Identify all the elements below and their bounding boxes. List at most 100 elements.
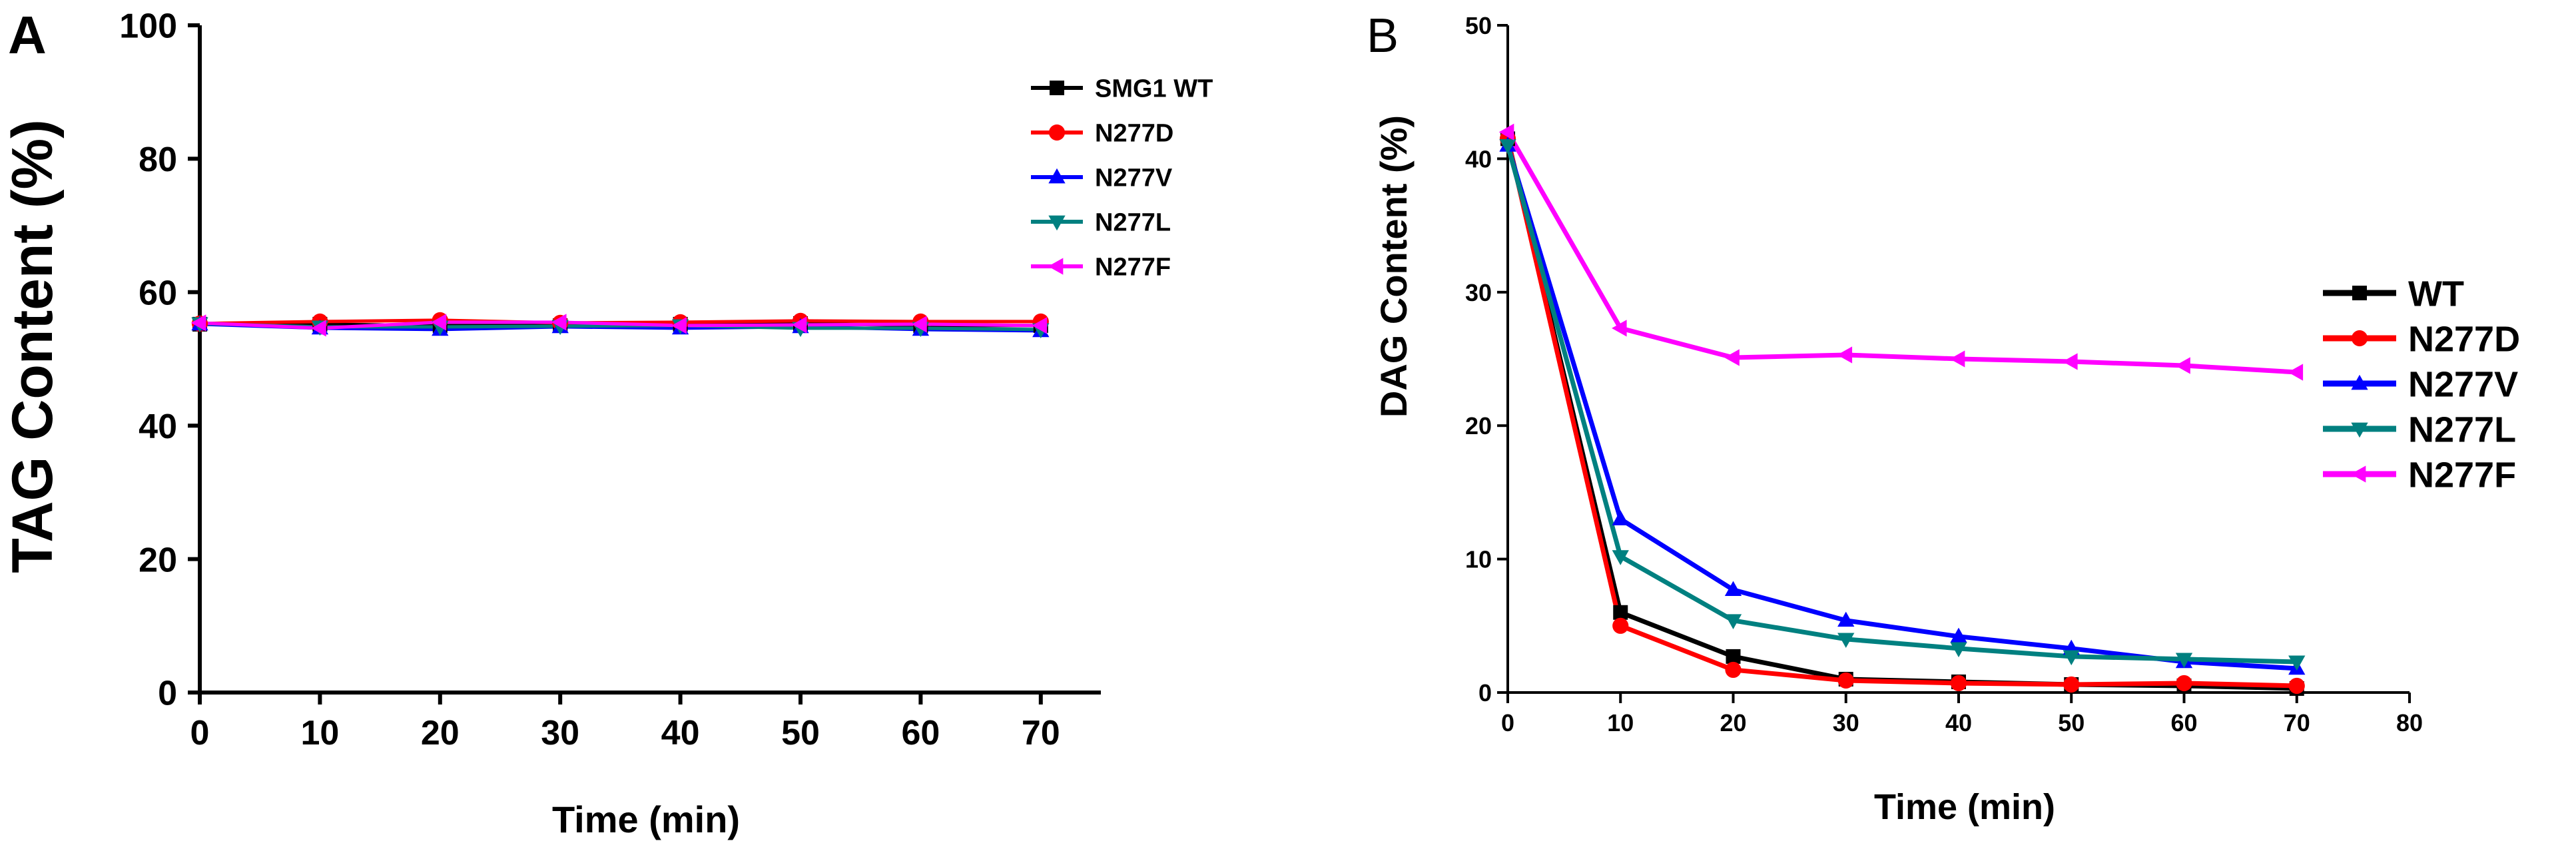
panel-b-legend-label: WT	[2408, 274, 2464, 314]
panel-b-legend-marker	[2352, 286, 2367, 300]
panel-a-x-tick-label: 10	[300, 714, 339, 752]
panel-b-data-point-n277d	[1612, 617, 1629, 634]
panel-b-legend-label: N277V	[2408, 364, 2518, 404]
panel-a-x-tick-label: 0	[190, 714, 210, 752]
panel-b-data-point-n277l	[2175, 653, 2193, 669]
panel-b-legend-marker	[2351, 330, 2368, 347]
panel-b-x-tick-label: 80	[2396, 709, 2423, 736]
panel-a-chart: A 0 10 20 30 40 50 60 70 0 20 40 60 80 100 Time (min)…	[1, 5, 1213, 840]
panel-b-x-tick-label: 10	[1607, 709, 1634, 736]
panel-a-axes: 0 10 20 30 40 50 60 70 0 20 40 60 80 100	[119, 7, 1101, 752]
panel-a-x-tick-label: 20	[421, 714, 460, 752]
panel-b-data-point-n277f	[1612, 320, 1627, 337]
panel-a-y-axis-label: TAG Content (%)	[1, 119, 65, 573]
panel-b-series-lines	[1505, 131, 2297, 691]
panel-a-x-tick-label: 60	[901, 714, 940, 752]
panel-b-data-point-n277f	[2288, 364, 2304, 381]
panel-b-legend-marker	[2351, 422, 2368, 438]
panel-a-markers	[190, 312, 1050, 339]
panel-b-series-line-n277l	[1505, 144, 2297, 665]
panel-b-data-point-n277d	[1725, 661, 1742, 679]
panel-a-legend-marker	[1050, 81, 1064, 95]
panel-a-x-tick-label: 70	[1022, 714, 1060, 752]
panel-b-y-tick-label: 10	[1465, 546, 1492, 573]
panel-b-data-point-n277d	[2288, 677, 2305, 695]
panel-a-data-point-n277f	[791, 316, 807, 334]
panel-a-x-axis-label: Time (min)	[552, 798, 740, 840]
panel-b-x-tick-label: 20	[1720, 709, 1746, 736]
panel-b-data-point-n277d	[2176, 675, 2192, 692]
panel-b-data-point-n277f	[2063, 353, 2078, 370]
panel-b-y-tick-label: 20	[1465, 412, 1492, 439]
panel-b-chart: B 0 10 20 30 40 50 60 70 80 0 10 20 30 40 50 Time (min…	[1367, 9, 2520, 827]
panel-b-data-point-n277l	[2288, 655, 2306, 671]
panel-b-legend: WT N277D N277V N277L N277F	[2323, 274, 2520, 495]
panel-b-data-point-wt	[1613, 605, 1628, 620]
panel-a-y-tick-label: 40	[139, 408, 177, 446]
panel-a-legend-label: SMG1 WT	[1095, 75, 1213, 103]
panel-b-markers	[1498, 123, 2306, 696]
panel-b-y-tick-label: 40	[1465, 145, 1492, 172]
panel-b-y-tick-label: 50	[1465, 12, 1492, 39]
panel-b-x-tick-label: 30	[1833, 709, 1859, 736]
panel-b-series-line-n277v	[1505, 144, 2297, 671]
panel-b-data-point-n277d	[1837, 672, 1854, 689]
panel-b-series-line-n277f	[1505, 131, 2297, 375]
panel-b-x-axis-label: Time (min)	[1874, 787, 2055, 827]
panel-b-data-point-n277v	[1612, 510, 1629, 525]
panel-b-axes: 0 10 20 30 40 50 60 70 80 0 10 20 30 40 50	[1465, 12, 2423, 736]
panel-b-letter: B	[1367, 9, 1399, 63]
panel-a-legend-label: N277D	[1095, 120, 1173, 148]
panel-a-legend-label: N277L	[1095, 209, 1171, 237]
panel-b-data-point-n277v	[1837, 611, 1855, 627]
panel-a-legend-marker	[1048, 168, 1066, 184]
panel-b-data-point-n277l	[1837, 633, 1855, 649]
panel-b-data-point-n277f	[1837, 346, 1853, 364]
panel-b-data-point-n277f	[1498, 123, 1514, 141]
panel-b-data-point-n277l	[1499, 139, 1516, 154]
panel-b-data-point-n277l	[1950, 642, 1967, 658]
panel-a-y-tick-label: 80	[139, 141, 177, 179]
panel-a-y-tick-label: 60	[139, 274, 177, 313]
panel-a-data-point-n277f	[1032, 317, 1048, 334]
panel-a-y-tick-label: 20	[139, 541, 177, 579]
panel-b-x-tick-label: 0	[1501, 709, 1514, 736]
panel-b-legend-label: N277D	[2408, 319, 2520, 359]
panel-b-data-point-n277l	[1612, 550, 1629, 565]
panel-a-series-line-n277f	[199, 320, 1041, 330]
panel-a-data-point-n277f	[190, 314, 206, 332]
panel-a-data-point-n277f	[551, 314, 567, 331]
panel-b-legend-marker	[2350, 465, 2366, 483]
panel-a-data-point-n277f	[671, 317, 687, 334]
panel-a-y-tick-label: 0	[158, 675, 177, 713]
panel-b-x-tick-label: 50	[2058, 709, 2085, 736]
panel-b-series-line-n277d	[1505, 138, 2297, 689]
panel-b-y-tick-label: 0	[1478, 679, 1492, 706]
panel-a-series-lines	[199, 318, 1041, 333]
panel-b-legend-marker	[2351, 374, 2368, 390]
panel-a-x-tick-label: 50	[781, 714, 820, 752]
panel-b-data-point-n277f	[1724, 349, 1740, 366]
panel-b-legend-label: N277L	[2408, 410, 2516, 449]
panel-a-legend-label: N277F	[1095, 254, 1171, 282]
panel-a-letter: A	[8, 5, 47, 65]
panel-b-data-point-n277l	[1724, 614, 1742, 629]
panel-b-data-point-wt	[1726, 649, 1741, 664]
panel-a-legend-marker	[1048, 215, 1066, 231]
panel-a-legend-label: N277V	[1095, 164, 1173, 192]
panel-b-y-axis-label: DAG Content (%)	[1373, 115, 1415, 418]
panel-b-data-point-n277d	[1950, 675, 1967, 692]
panel-a-y-tick-label: 100	[119, 7, 177, 46]
panel-b-data-point-n277v	[1950, 627, 1967, 643]
panel-b-data-point-n277f	[2175, 357, 2190, 374]
panel-a-legend-marker	[1048, 124, 1066, 141]
panel-a-x-tick-label: 30	[541, 714, 579, 752]
panel-a-x-tick-label: 40	[661, 714, 700, 752]
panel-b-x-tick-label: 40	[1945, 709, 1972, 736]
panel-b-data-point-n277f	[1949, 350, 1965, 368]
panel-b-x-tick-label: 70	[2284, 709, 2310, 736]
panel-b-data-point-n277v	[1724, 581, 1742, 597]
panel-a-legend-marker	[1048, 258, 1064, 275]
panel-b-data-point-n277l	[2063, 650, 2080, 666]
